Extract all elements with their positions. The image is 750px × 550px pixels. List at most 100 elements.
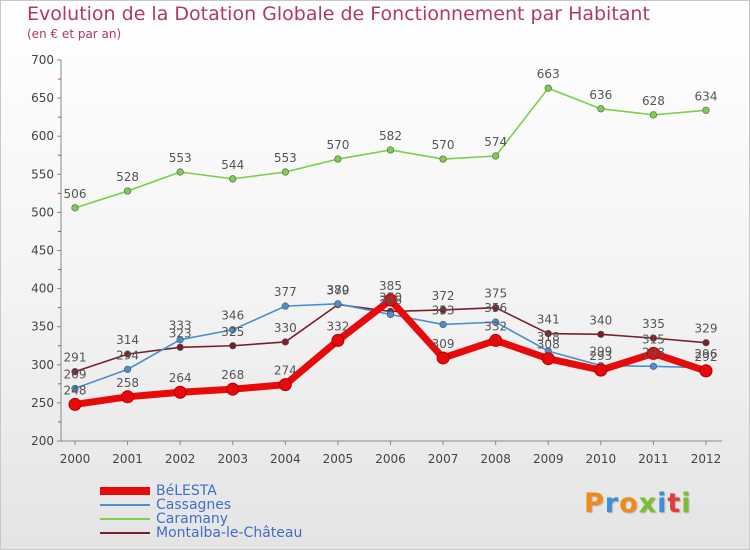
legend-item-caramany: Caramany — [100, 511, 302, 527]
chart-axes: 200 250 300 350 400 450 500 550 600 650 700 2000 200… — [31, 53, 722, 466]
data-point — [439, 320, 447, 329]
y-tick-label: 400 — [31, 282, 54, 296]
data-label: 330 — [274, 321, 297, 335]
x-tick-label: 2011 — [638, 452, 669, 466]
data-point — [384, 293, 397, 307]
data-label: 663 — [537, 67, 560, 81]
data-label: 333 — [169, 319, 192, 333]
data-label: 335 — [642, 317, 665, 331]
data-point — [334, 155, 342, 163]
data-label: 634 — [695, 89, 718, 103]
data-label: 341 — [537, 313, 560, 327]
data-label: 325 — [221, 325, 244, 339]
y-tick-label: 450 — [31, 244, 54, 258]
y-tick-label: 300 — [31, 358, 54, 372]
data-point — [281, 168, 289, 176]
y-tick-label: 650 — [31, 91, 54, 105]
data-label: 356 — [484, 301, 507, 315]
data-label: 570 — [432, 138, 455, 152]
data-label: 346 — [221, 309, 244, 323]
data-label: 582 — [379, 129, 402, 143]
data-label: 258 — [116, 376, 139, 390]
logo-letter: r — [604, 488, 620, 519]
chart-data-labels: 506 528 553 544 553 570 582 570 574 663 636 628 634 2… — [64, 67, 718, 397]
data-label: 292 — [695, 350, 718, 364]
y-tick-label: 600 — [31, 129, 54, 143]
data-point — [646, 346, 660, 360]
legend: BéLESTA Cassagnes Caramany Montalba-le-C… — [100, 483, 302, 541]
data-label: 323 — [169, 326, 192, 340]
data-point — [176, 343, 184, 351]
data-point — [386, 146, 395, 154]
data-label: 385 — [379, 279, 402, 293]
y-tick-label: 550 — [31, 167, 54, 181]
data-point — [702, 339, 710, 347]
x-tick-label: 2002 — [165, 452, 196, 466]
data-point — [597, 105, 605, 113]
chart-title: Evolution de la Dotation Globale de Fonc… — [27, 3, 650, 25]
data-point — [331, 333, 345, 347]
data-label: 298 — [642, 345, 665, 359]
data-label: 553 — [274, 151, 297, 165]
data-label: 274 — [274, 364, 297, 378]
legend-swatch — [100, 504, 150, 506]
data-label: 329 — [695, 322, 718, 336]
data-point — [699, 364, 713, 378]
data-label: 553 — [169, 151, 192, 165]
data-point — [121, 390, 135, 404]
data-label: 372 — [432, 289, 455, 303]
data-label: 506 — [64, 187, 87, 201]
x-tick-label: 2007 — [428, 452, 459, 466]
logo-letter: i — [681, 488, 692, 519]
x-tick-label: 2012 — [691, 452, 722, 466]
logo-letter: i — [657, 488, 668, 519]
data-label: 294 — [116, 348, 139, 362]
x-tick-label: 2009 — [533, 452, 564, 466]
data-point — [439, 306, 447, 314]
data-label: 380 — [326, 283, 349, 297]
x-tick-label: 2003 — [217, 452, 248, 466]
x-tick-label: 2000 — [60, 452, 91, 466]
data-point — [173, 385, 187, 399]
data-point — [176, 336, 184, 344]
data-point — [68, 397, 82, 411]
data-label: 309 — [432, 337, 455, 351]
data-label: 340 — [589, 313, 612, 327]
y-tick-label: 250 — [31, 396, 54, 410]
chart-series — [68, 84, 713, 411]
data-point — [229, 326, 237, 334]
data-label: 528 — [116, 170, 139, 184]
data-point — [439, 155, 447, 163]
data-label: 353 — [432, 303, 455, 317]
data-point — [597, 330, 605, 338]
legend-item-cassagnes: Cassagnes — [100, 497, 302, 513]
data-label: 370 — [379, 290, 402, 304]
data-point — [492, 318, 500, 326]
data-point — [544, 84, 552, 92]
data-point — [492, 152, 500, 160]
data-point — [71, 204, 79, 212]
data-label: 574 — [484, 135, 507, 149]
logo-letter: t — [667, 488, 682, 519]
data-label: 296 — [695, 347, 718, 361]
x-tick-label: 2004 — [270, 452, 301, 466]
data-label: 299 — [589, 345, 612, 359]
data-point — [544, 329, 552, 338]
data-label: 291 — [64, 351, 87, 365]
chart-subtitle: (en € et par an) — [27, 27, 122, 41]
data-point — [278, 378, 292, 392]
data-point — [123, 187, 132, 195]
data-label: 375 — [484, 287, 507, 301]
proxiti-logo: Proxiti — [584, 488, 692, 519]
y-tick-label: 500 — [31, 205, 54, 219]
logo-letter: x — [638, 488, 658, 519]
data-label: 332 — [484, 319, 507, 333]
data-label: 308 — [537, 338, 560, 352]
data-point — [71, 384, 79, 393]
x-tick-label: 2001 — [112, 452, 143, 466]
data-point — [281, 338, 289, 346]
y-tick-label: 700 — [31, 53, 54, 67]
x-tick-label: 2006 — [375, 452, 406, 466]
logo-letter: o — [619, 488, 639, 519]
